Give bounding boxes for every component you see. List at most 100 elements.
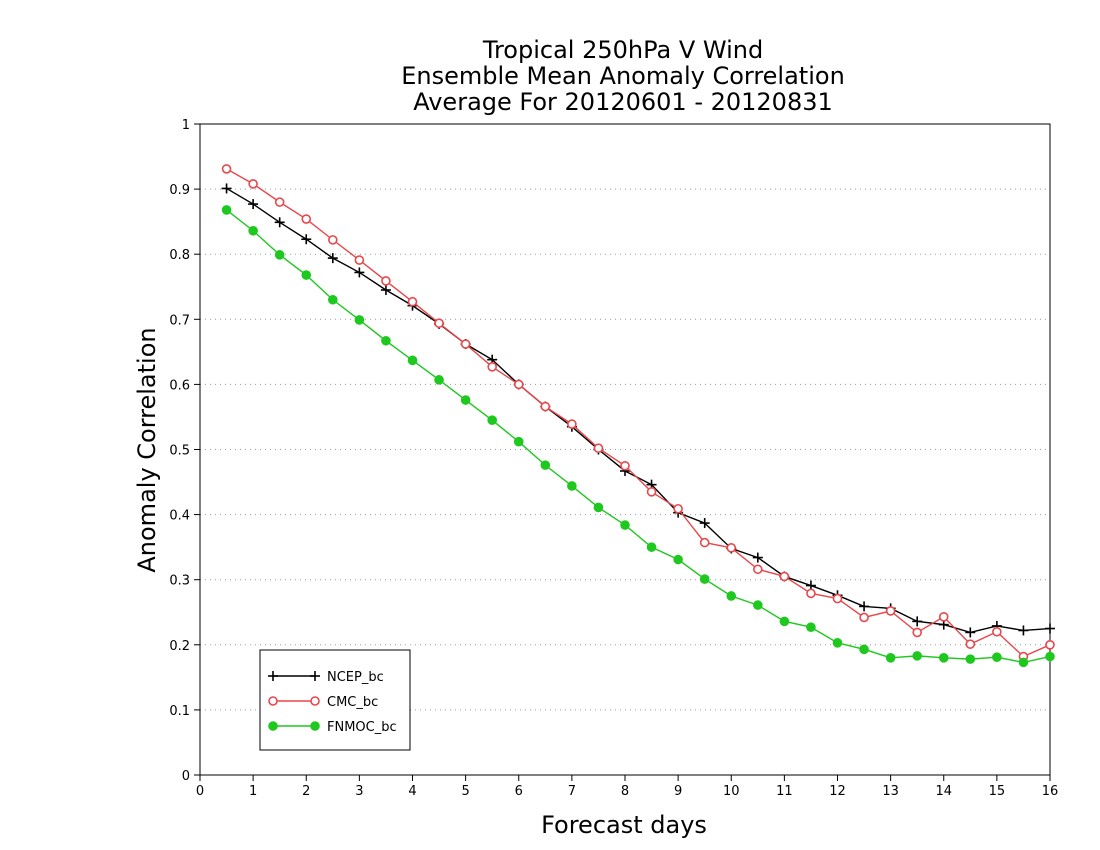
point-fnmoc-bc-22 bbox=[806, 622, 816, 633]
point-cmc-bc-4 bbox=[328, 235, 338, 245]
point-fnmoc-bc-17 bbox=[673, 554, 683, 565]
point-ncep-bc-1 bbox=[248, 199, 259, 210]
x-axis-title: Forecast days bbox=[541, 811, 707, 839]
point-cmc-bc-16 bbox=[646, 487, 657, 497]
point-fnmoc-bc-3 bbox=[301, 270, 312, 280]
x-tick-label-8: 8 bbox=[621, 784, 629, 799]
x-tick-label-2: 2 bbox=[302, 784, 310, 799]
y-tick-label-9: 0.9 bbox=[169, 183, 190, 198]
x-tick-label-13: 13 bbox=[882, 784, 899, 799]
series-line-cmc-bc bbox=[226, 168, 1051, 658]
point-ncep-bc-6 bbox=[380, 285, 391, 296]
point-fnmoc-bc-5 bbox=[354, 315, 365, 325]
chart-title-line-1: Tropical 250hPa V Wind bbox=[482, 36, 763, 64]
point-cmc-bc-24 bbox=[859, 612, 869, 623]
y-tick-label-1: 0.1 bbox=[169, 704, 190, 719]
point-cmc-bc-28 bbox=[965, 639, 976, 649]
x-tick-label-5: 5 bbox=[461, 784, 469, 799]
y-tick-label-5: 0.5 bbox=[169, 444, 190, 459]
point-cmc-bc-9 bbox=[460, 339, 471, 349]
point-fnmoc-bc-13 bbox=[567, 481, 577, 491]
point-fnmoc-bc-19 bbox=[726, 591, 737, 601]
y-axis-title: Anomaly Correlation bbox=[133, 327, 161, 572]
point-ncep-bc-0 bbox=[221, 183, 232, 194]
x-tick-label-16: 16 bbox=[1042, 784, 1059, 799]
point-ncep-bc-3 bbox=[301, 234, 312, 245]
point-cmc-bc-25 bbox=[885, 606, 896, 616]
point-cmc-bc-26 bbox=[912, 627, 922, 638]
legend-entry-ncep-bc: NCEP_bc bbox=[268, 670, 384, 685]
chart-title-line-3: Average For 20120601 - 20120831 bbox=[413, 88, 833, 116]
legend-marker-left-ncep-bc bbox=[268, 671, 278, 681]
point-cmc-bc-23 bbox=[832, 593, 843, 604]
point-ncep-bc-4 bbox=[327, 253, 338, 264]
x-tick-label-10: 10 bbox=[723, 784, 740, 799]
point-cmc-bc-14 bbox=[593, 443, 604, 453]
legend-entry-fnmoc-bc: FNMOC_bc bbox=[268, 720, 397, 735]
y-tick-label-2: 0.2 bbox=[169, 639, 190, 654]
legend-label-fnmoc-bc: FNMOC_bc bbox=[327, 720, 397, 735]
point-ncep-bc-31 bbox=[1045, 623, 1055, 634]
point-cmc-bc-13 bbox=[567, 419, 577, 429]
x-tick-label-4: 4 bbox=[408, 784, 416, 799]
point-fnmoc-bc-12 bbox=[540, 460, 551, 470]
point-fnmoc-bc-7 bbox=[407, 355, 418, 366]
point-fnmoc-bc-16 bbox=[646, 542, 657, 552]
legend-label-ncep-bc: NCEP_bc bbox=[327, 670, 384, 685]
point-cmc-bc-29 bbox=[992, 626, 1002, 637]
x-tick-label-1: 1 bbox=[249, 784, 257, 799]
point-cmc-bc-5 bbox=[354, 255, 365, 265]
x-tick-label-0: 0 bbox=[196, 784, 204, 799]
point-cmc-bc-12 bbox=[540, 401, 551, 412]
point-fnmoc-bc-28 bbox=[965, 654, 976, 664]
point-cmc-bc-17 bbox=[673, 503, 683, 514]
series-group bbox=[221, 164, 1055, 668]
point-fnmoc-bc-9 bbox=[460, 395, 471, 405]
grid bbox=[200, 188, 1050, 711]
y-tick-label-3: 0.3 bbox=[169, 574, 190, 589]
point-cmc-bc-31 bbox=[1045, 639, 1055, 650]
y-tick-label-4: 0.4 bbox=[169, 509, 190, 524]
point-fnmoc-bc-23 bbox=[832, 638, 843, 648]
point-ncep-bc-18 bbox=[699, 518, 710, 529]
point-fnmoc-bc-26 bbox=[912, 651, 922, 661]
y-tick-label-10: 1 bbox=[182, 118, 190, 133]
point-ncep-bc-28 bbox=[965, 627, 976, 638]
axes: 00.10.20.30.40.50.60.70.80.910 1 2 3 4 5 6 7 8 9 1… bbox=[169, 118, 1058, 799]
point-fnmoc-bc-27 bbox=[938, 653, 949, 663]
point-cmc-bc-7 bbox=[407, 296, 418, 307]
point-ncep-bc-24 bbox=[859, 601, 870, 612]
point-fnmoc-bc-4 bbox=[328, 294, 338, 305]
point-cmc-bc-27 bbox=[938, 612, 949, 622]
legend-marker-left-fnmoc-bc bbox=[268, 721, 278, 731]
point-cmc-bc-3 bbox=[301, 214, 312, 224]
chart-title-line-2: Ensemble Mean Anomaly Correlation bbox=[401, 62, 845, 90]
x-tick-label-3: 3 bbox=[355, 784, 363, 799]
x-tick-label-14: 14 bbox=[935, 784, 952, 799]
point-fnmoc-bc-18 bbox=[699, 574, 710, 584]
point-cmc-bc-19 bbox=[726, 543, 737, 553]
x-tick-label-12: 12 bbox=[829, 784, 846, 799]
point-ncep-bc-30 bbox=[1018, 625, 1029, 636]
point-ncep-bc-26 bbox=[912, 616, 923, 627]
point-cmc-bc-20 bbox=[753, 564, 763, 575]
point-fnmoc-bc-14 bbox=[593, 502, 604, 513]
legend-box bbox=[259, 649, 411, 751]
point-fnmoc-bc-20 bbox=[753, 600, 763, 610]
point-cmc-bc-10 bbox=[487, 362, 497, 372]
point-cmc-bc-0 bbox=[221, 164, 232, 174]
point-ncep-bc-20 bbox=[752, 552, 763, 563]
legend-marker-right-cmc-bc bbox=[310, 696, 320, 706]
x-tick-label-6: 6 bbox=[515, 784, 523, 799]
point-cmc-bc-18 bbox=[699, 537, 710, 548]
point-fnmoc-bc-21 bbox=[779, 616, 790, 627]
point-cmc-bc-11 bbox=[513, 379, 524, 390]
point-fnmoc-bc-24 bbox=[859, 644, 869, 655]
point-fnmoc-bc-8 bbox=[434, 375, 444, 385]
point-fnmoc-bc-11 bbox=[513, 436, 524, 447]
point-cmc-bc-6 bbox=[381, 276, 391, 286]
series-fnmoc-bc bbox=[221, 205, 1055, 668]
x-tick-label-9: 9 bbox=[674, 784, 682, 799]
